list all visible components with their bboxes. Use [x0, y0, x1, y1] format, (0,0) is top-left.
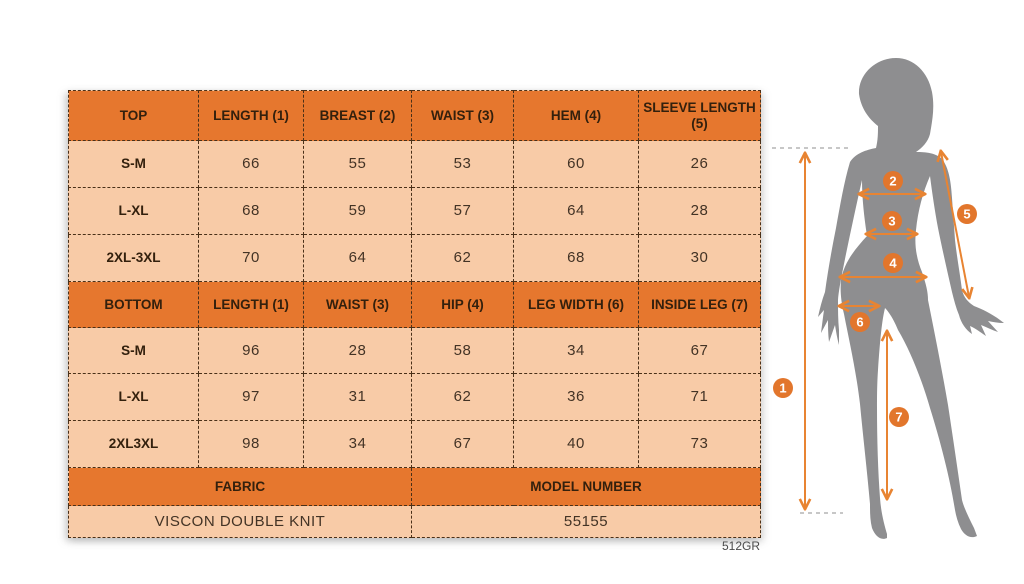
value-cell: 62: [411, 373, 514, 421]
value-cell: 67: [411, 420, 514, 468]
measurement-badge-6: 6: [850, 312, 870, 332]
bottom-header-row: BOTTOM LENGTH (1) WAIST (3) HIP (4) LEG …: [68, 281, 761, 328]
model-number-label-cell: MODEL NUMBER: [411, 467, 761, 506]
measurement-badge-2: 2: [883, 171, 903, 191]
value-cell: 28: [638, 187, 761, 235]
svg-text:6: 6: [856, 315, 863, 330]
value-cell: 68: [513, 234, 639, 282]
value-cell: 68: [198, 187, 304, 235]
value-cell: 57: [411, 187, 514, 235]
value-cell: 58: [411, 327, 514, 374]
value-cell: 97: [198, 373, 304, 421]
svg-text:5: 5: [963, 207, 970, 222]
value-cell: 73: [638, 420, 761, 468]
value-cell: 26: [638, 140, 761, 188]
size-cell: S-M: [68, 140, 199, 188]
size-cell: 2XL3XL: [68, 420, 199, 468]
value-cell: 34: [303, 420, 412, 468]
top-header-row: TOP LENGTH (1) BREAST (2) WAIST (3) HEM …: [68, 90, 761, 141]
svg-text:1: 1: [779, 381, 786, 396]
value-cell: 96: [198, 327, 304, 374]
value-cell: 71: [638, 373, 761, 421]
top-header-cell: HEM (4): [513, 90, 639, 141]
measurement-badge-3: 3: [882, 211, 902, 231]
value-cell: 60: [513, 140, 639, 188]
svg-text:4: 4: [889, 256, 897, 271]
value-cell: 36: [513, 373, 639, 421]
measurement-badge-1: 1: [773, 378, 793, 398]
bottom-header-cell: HIP (4): [411, 281, 514, 328]
value-cell: 70: [198, 234, 304, 282]
table-row: 2XL3XL 98 34 67 40 73: [68, 420, 761, 468]
value-cell: 62: [411, 234, 514, 282]
value-cell: 64: [303, 234, 412, 282]
table-row: 2XL-3XL 70 64 62 68 30: [68, 234, 761, 282]
table-row: S-M 96 28 58 34 67: [68, 327, 761, 374]
top-header-cell: BREAST (2): [303, 90, 412, 141]
table-row: L-XL 68 59 57 64 28: [68, 187, 761, 235]
value-cell: 67: [638, 327, 761, 374]
value-cell: 30: [638, 234, 761, 282]
top-header-cell: SLEEVE LENGTH (5): [638, 90, 761, 141]
size-cell: L-XL: [68, 187, 199, 235]
value-cell: 31: [303, 373, 412, 421]
fabric-value-row: VISCON DOUBLE KNIT 55155: [68, 505, 761, 538]
top-header-cell: WAIST (3): [411, 90, 514, 141]
fabric-label-cell: FABRIC: [68, 467, 412, 506]
measurement-badge-7: 7: [889, 407, 909, 427]
model-number-value-cell: 55155: [411, 505, 761, 538]
top-header-cell: TOP: [68, 90, 199, 141]
size-chart-table: TOP LENGTH (1) BREAST (2) WAIST (3) HEM …: [68, 90, 761, 538]
value-cell: 55: [303, 140, 412, 188]
value-cell: 53: [411, 140, 514, 188]
table-row: L-XL 97 31 62 36 71: [68, 373, 761, 421]
value-cell: 66: [198, 140, 304, 188]
value-cell: 34: [513, 327, 639, 374]
svg-text:3: 3: [888, 214, 895, 229]
value-cell: 59: [303, 187, 412, 235]
fabric-value-cell: VISCON DOUBLE KNIT: [68, 505, 412, 538]
style-code-label: 512GR: [721, 539, 760, 553]
value-cell: 40: [513, 420, 639, 468]
svg-text:2: 2: [889, 174, 896, 189]
table-row: S-M 66 55 53 60 26: [68, 140, 761, 188]
value-cell: 98: [198, 420, 304, 468]
size-cell: 2XL-3XL: [68, 234, 199, 282]
size-cell: S-M: [68, 327, 199, 374]
female-figure-silhouette: [818, 58, 1004, 539]
svg-text:7: 7: [895, 410, 902, 425]
value-cell: 64: [513, 187, 639, 235]
bottom-header-cell: BOTTOM: [68, 281, 199, 328]
measurement-figure: 1 2 3 4 5 6 7: [772, 58, 1004, 539]
size-chart: TOP LENGTH (1) BREAST (2) WAIST (3) HEM …: [68, 90, 761, 538]
bottom-header-cell: LEG WIDTH (6): [513, 281, 639, 328]
bottom-header-cell: LENGTH (1): [198, 281, 304, 328]
measurement-badge-5: 5: [957, 204, 977, 224]
measurement-badge-4: 4: [883, 253, 903, 273]
size-cell: L-XL: [68, 373, 199, 421]
fabric-header-row: FABRIC MODEL NUMBER: [68, 467, 761, 506]
top-header-cell: LENGTH (1): [198, 90, 304, 141]
sleeve-arrow-5: [941, 152, 969, 297]
value-cell: 28: [303, 327, 412, 374]
bottom-header-cell: WAIST (3): [303, 281, 412, 328]
bottom-header-cell: INSIDE LEG (7): [638, 281, 761, 328]
